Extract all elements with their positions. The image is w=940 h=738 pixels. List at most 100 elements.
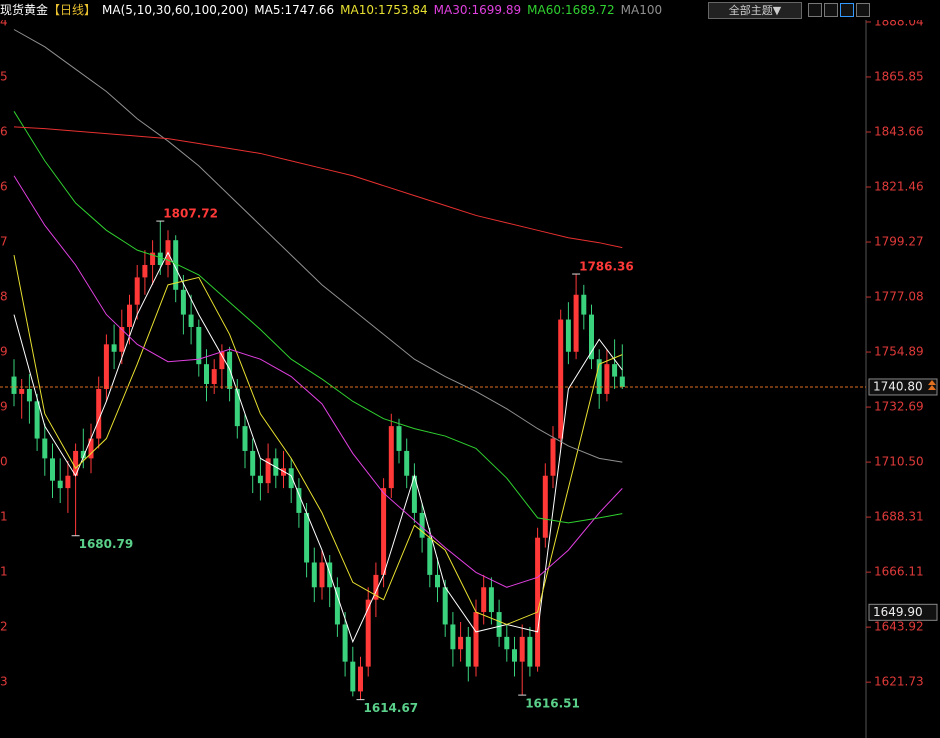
extreme-label: 1616.51 (525, 697, 580, 711)
candle-body (350, 661, 356, 692)
tool-icon[interactable] (840, 3, 854, 17)
candle-body (435, 574, 440, 588)
left-axis-label: 1 (0, 565, 8, 579)
candle-body (619, 376, 625, 387)
legend-item: MA5:1747.66 (254, 3, 335, 17)
left-axis-label: 1 (0, 510, 8, 524)
price-box (868, 378, 938, 396)
candle-body (381, 488, 387, 575)
candle-body (34, 401, 40, 439)
candle-body (111, 344, 117, 352)
candle-body (150, 252, 156, 266)
y-tick-label: 1777.08 (874, 290, 924, 304)
candle-body (80, 450, 86, 459)
left-axis-label: 6 (0, 124, 8, 138)
y-tick-label: 1821.46 (874, 180, 924, 194)
candle-body (488, 587, 494, 613)
candle-body (188, 314, 194, 327)
candle-body (427, 537, 433, 575)
left-axis-label: 0 (0, 455, 8, 469)
candle-body (450, 624, 456, 650)
candle-body (219, 351, 225, 370)
candle-body (327, 562, 333, 588)
candle-body (19, 388, 25, 394)
price-arrow (928, 379, 936, 390)
ma-line (13, 126, 623, 249)
ma-line (13, 29, 623, 463)
ma-line (13, 251, 623, 644)
candle-body (419, 512, 425, 538)
left-axis-label: 9 (0, 400, 8, 414)
instrument: 现货黄金 (0, 3, 49, 17)
candle-body (234, 388, 240, 427)
candle-body (50, 458, 55, 481)
candle-body (527, 636, 533, 667)
legend: MA5:1747.66 MA10:1753.84 MA30:1699.89 MA60:… (254, 3, 668, 17)
tool-icon[interactable] (808, 3, 822, 17)
candle-body (26, 388, 32, 402)
candle-body (288, 468, 294, 489)
tool-icon[interactable] (824, 3, 838, 17)
left-axis-label: 8 (0, 290, 8, 304)
candle-body (281, 468, 286, 476)
candle-body (604, 364, 610, 394)
ma-line (13, 254, 623, 626)
candle-body (96, 388, 102, 439)
y-tick-label: 1643.92 (874, 620, 924, 634)
left-axis-label: 6 (0, 180, 8, 194)
extreme-label: 1786.36 (579, 260, 634, 274)
candle-body (458, 636, 464, 650)
candle-body (388, 426, 394, 489)
left-axis-label: 5 (0, 69, 8, 83)
legend-item: MA10:1753.84 (340, 3, 428, 17)
candle-body (481, 587, 487, 613)
candle-body (73, 450, 79, 476)
candle-body (242, 426, 248, 451)
candle-body (88, 438, 94, 459)
candle-body (612, 364, 618, 377)
candle-body (204, 364, 209, 384)
price-box (868, 603, 938, 621)
candle-body (65, 475, 71, 489)
ma-params: MA(5,10,30,60,100,200) (102, 3, 249, 17)
y-tick-label: 1621.73 (874, 675, 924, 689)
candle-body (180, 289, 186, 315)
tool-icon[interactable] (856, 3, 870, 17)
left-axis-label: 7 (0, 235, 8, 249)
header: 现货黄金【日线】 MA(5,10,30,60,100,200) MA5:1747.6… (0, 0, 940, 20)
candle-body (558, 319, 564, 439)
candle-body (404, 450, 410, 476)
candle-body (157, 252, 163, 266)
left-axis-label: 3 (0, 675, 8, 689)
price-box-label: 1649.90 (873, 605, 923, 619)
period: 【日线】 (48, 3, 97, 17)
candle-body (365, 599, 371, 667)
candle-body (173, 240, 179, 290)
candle-body (319, 562, 325, 588)
y-tick-label: 1710.50 (874, 455, 924, 469)
candle-body (373, 574, 379, 600)
candle-body (311, 562, 317, 588)
candle-body (535, 537, 541, 667)
y-tick-label: 1843.66 (874, 124, 924, 138)
left-axis-label: 2 (0, 620, 8, 634)
candle-body (504, 636, 510, 650)
theme-button[interactable]: 全部主题▼ (708, 2, 802, 19)
candle-body (265, 458, 271, 484)
left-axis-label: 9 (0, 345, 8, 359)
y-tick-label: 1754.89 (874, 345, 924, 359)
candle-body (496, 612, 502, 637)
candle-body (57, 480, 63, 489)
candle-body (581, 294, 587, 315)
candle-body (250, 450, 256, 476)
candle-body (473, 612, 479, 667)
extreme-label: 1807.72 (163, 207, 218, 221)
candle-body (257, 475, 263, 484)
candle-body (196, 326, 202, 365)
candle-body (103, 344, 109, 389)
candle-body (42, 438, 48, 459)
left-axis-label: 4 (0, 14, 8, 28)
ma-line (13, 111, 623, 524)
y-tick-label: 1865.85 (874, 69, 924, 83)
